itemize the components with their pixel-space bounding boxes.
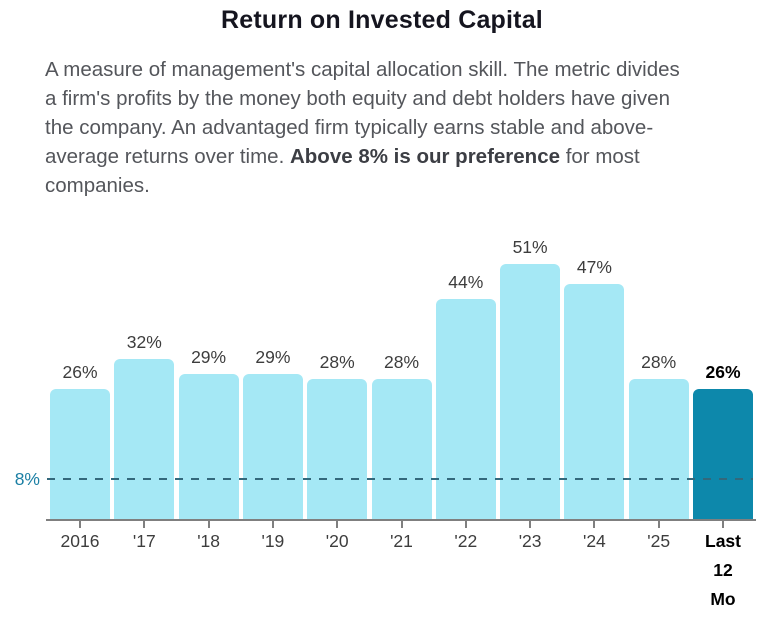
bar [435,299,496,519]
bar-value-label: 28% [641,352,677,372]
x-axis-label: '19 [261,531,285,551]
bar-value-label: 29% [255,347,291,367]
description-text: A measure of management's capital alloca… [45,58,680,168]
x-axis-tick [593,521,596,528]
bar [628,379,689,519]
x-axis-label: '18 [197,531,220,551]
x-axis-label: '23 [518,531,542,551]
x-axis-tick [271,521,274,528]
bar [693,389,753,519]
x-axis-label: '21 [390,531,413,551]
bar [371,379,432,519]
bar-value-label: 51% [512,237,548,257]
bar [500,264,561,519]
bar-value-label: 28% [383,352,420,372]
page-title: Return on Invested Capital [221,6,543,34]
x-axis-label: '20 [325,531,349,551]
x-axis-tick [79,521,81,528]
x-axis-tick [464,521,467,528]
bar [50,389,110,519]
description-bold-text: Above 8% is our preference [289,145,560,168]
reference-line [47,478,753,480]
x-axis-tick [657,521,660,528]
x-axis-label: Last 12 Mo [705,531,741,609]
reference-line-label: 8% [14,469,40,489]
x-axis-label: 2016 [60,531,100,551]
x-axis-tick [400,521,403,528]
description-text-after: for most companies. [45,145,640,197]
x-axis-tick [207,521,210,528]
bar [178,374,239,519]
x-axis-line [46,519,756,521]
x-axis-tick [529,521,532,528]
bar [307,379,368,519]
x-axis-label: '24 [582,531,606,551]
x-axis-tick [336,521,339,528]
x-axis-tick [722,521,724,528]
description: A measure of management's capital alloca… [45,55,693,200]
bar-value-label: 32% [126,332,162,352]
x-axis-label: '25 [647,531,671,551]
bar [242,374,303,519]
bar [564,284,625,519]
bar-value-label: 28% [319,352,355,372]
x-axis-label: '22 [454,531,478,551]
bar-value-label: 47% [576,257,612,277]
bar [114,359,175,519]
x-axis-label: '17 [132,531,156,551]
bar-value-label: 29% [191,347,227,367]
bar-value-label: 26% [705,362,741,382]
bar-value-label: 44% [448,272,484,292]
x-axis-tick [143,521,146,528]
bar-value-label: 26% [62,362,98,382]
